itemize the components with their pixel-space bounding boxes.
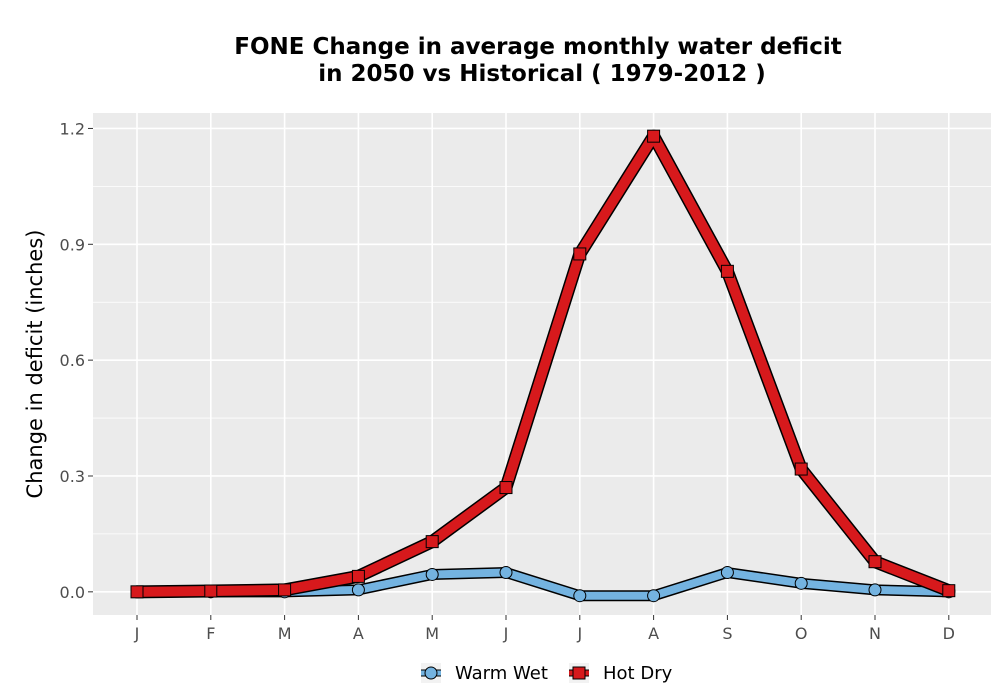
data-point-hot-dry: [573, 247, 587, 261]
chart-title-line2: in 2050 vs Historical ( 1979-2012 ): [318, 61, 765, 87]
x-tick-label: J: [503, 624, 509, 643]
y-axis: 0.0 0.3 0.6 0.9 1.2: [60, 119, 93, 602]
x-tick-label: O: [795, 624, 808, 643]
x-tick-label: A: [353, 624, 364, 643]
data-point-hot-dry: [647, 129, 661, 143]
y-axis-label: Change in deficit (inches): [23, 230, 47, 499]
data-point-hot-dry: [425, 535, 439, 549]
x-tick-label: N: [869, 624, 881, 643]
data-point-hot-dry: [351, 569, 365, 583]
data-point-hot-dry: [499, 481, 513, 495]
y-tick-label: 0.6: [60, 351, 85, 370]
legend-label-hot-dry: Hot Dry: [603, 663, 673, 684]
data-point-warm-wet: [868, 583, 882, 597]
series-line-hot-dry: [132, 131, 954, 597]
x-tick-label: M: [425, 624, 439, 643]
x-tick-label: J: [576, 624, 582, 643]
data-point-warm-wet: [794, 576, 808, 590]
x-tick-label: D: [943, 624, 955, 643]
legend-key-marker: [572, 666, 586, 680]
x-tick-label: J: [134, 624, 140, 643]
y-tick-label: 1.2: [60, 119, 85, 138]
x-tick-label: A: [648, 624, 659, 643]
data-point-warm-wet: [351, 583, 365, 597]
data-point-hot-dry: [720, 264, 734, 278]
x-tick-label: S: [722, 624, 732, 643]
legend: Warm Wet Hot Dry: [421, 663, 673, 684]
chart-title-line1: FONE Change in average monthly water def…: [234, 34, 842, 60]
y-tick-label: 0.0: [60, 583, 85, 602]
data-point-hot-dry: [130, 585, 144, 599]
data-point-warm-wet: [720, 566, 734, 580]
grid-minor: [93, 185, 991, 535]
data-point-hot-dry: [942, 584, 956, 598]
series-hot-dry: [130, 129, 956, 599]
legend-key-marker: [424, 666, 438, 680]
x-tick-label: M: [278, 624, 292, 643]
data-point-hot-dry: [278, 583, 292, 597]
data-point-hot-dry: [204, 584, 218, 598]
data-point-hot-dry: [868, 555, 882, 569]
y-tick-label: 0.3: [60, 467, 85, 486]
y-tick-label: 0.9: [60, 235, 85, 254]
grid-major: [93, 113, 991, 615]
x-tick-label: F: [206, 624, 215, 643]
legend-item-warm-wet: Warm Wet: [421, 663, 548, 684]
data-point-warm-wet: [573, 589, 587, 603]
data-point-warm-wet: [499, 566, 513, 580]
data-point-warm-wet: [647, 589, 661, 603]
legend-label-warm-wet: Warm Wet: [455, 663, 548, 684]
data-point-warm-wet: [425, 567, 439, 581]
series-layer: [130, 129, 956, 603]
legend-item-hot-dry: Hot Dry: [569, 663, 673, 684]
data-point-hot-dry: [794, 462, 808, 476]
